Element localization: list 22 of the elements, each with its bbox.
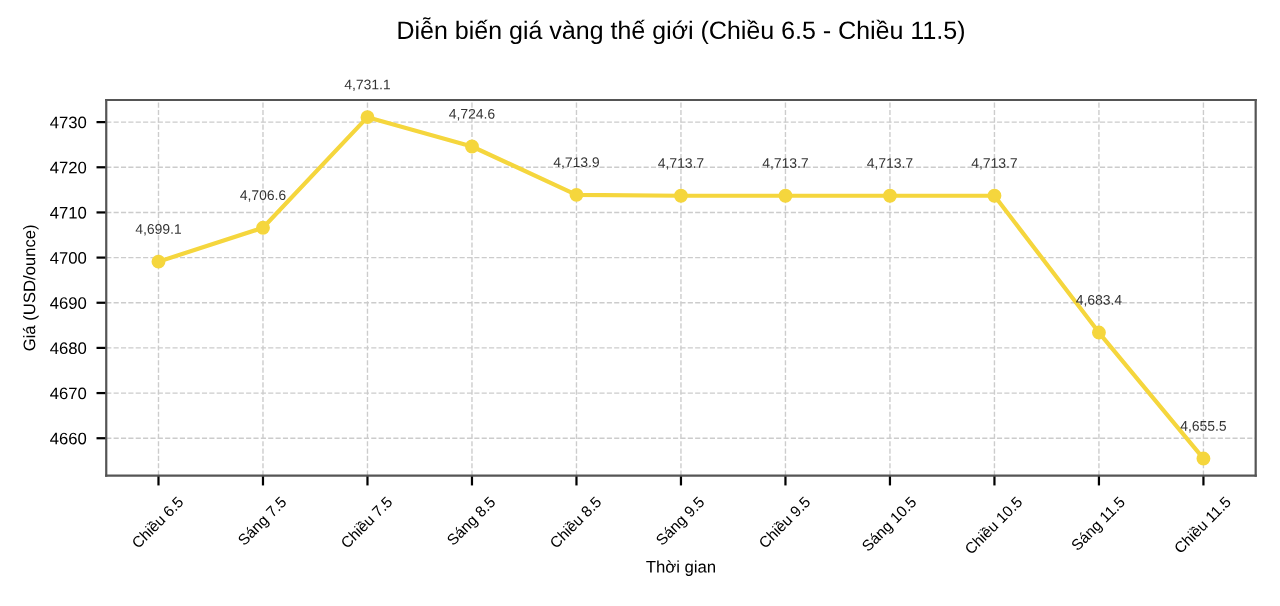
point xyxy=(883,188,897,203)
y-tick-label: 4690 xyxy=(50,297,87,309)
point xyxy=(674,188,688,203)
y-tick-label: 4660 xyxy=(50,432,87,445)
point xyxy=(987,188,1002,203)
point xyxy=(778,188,793,203)
x-axis-title: Thời gian xyxy=(646,560,715,576)
point xyxy=(465,139,479,154)
point xyxy=(569,187,584,202)
point xyxy=(256,220,270,235)
y-tick-label: 4700 xyxy=(50,251,87,264)
y-tick-label: 4720 xyxy=(50,161,87,174)
chart-title: Diễn biến giá vàng thế giới (Chiều 6.5 - Chiều 11.5) xyxy=(398,17,964,45)
point xyxy=(1091,325,1106,340)
y-axis-title: Giá (USD/ounce) xyxy=(22,225,39,351)
point xyxy=(360,110,375,125)
point xyxy=(1196,451,1211,466)
y-tick-label: 4710 xyxy=(50,206,87,219)
y-tick-label: 4670 xyxy=(50,387,87,400)
y-tick-label: 4730 xyxy=(50,116,87,129)
y-tick-label: 4680 xyxy=(50,342,87,355)
point xyxy=(151,254,166,269)
